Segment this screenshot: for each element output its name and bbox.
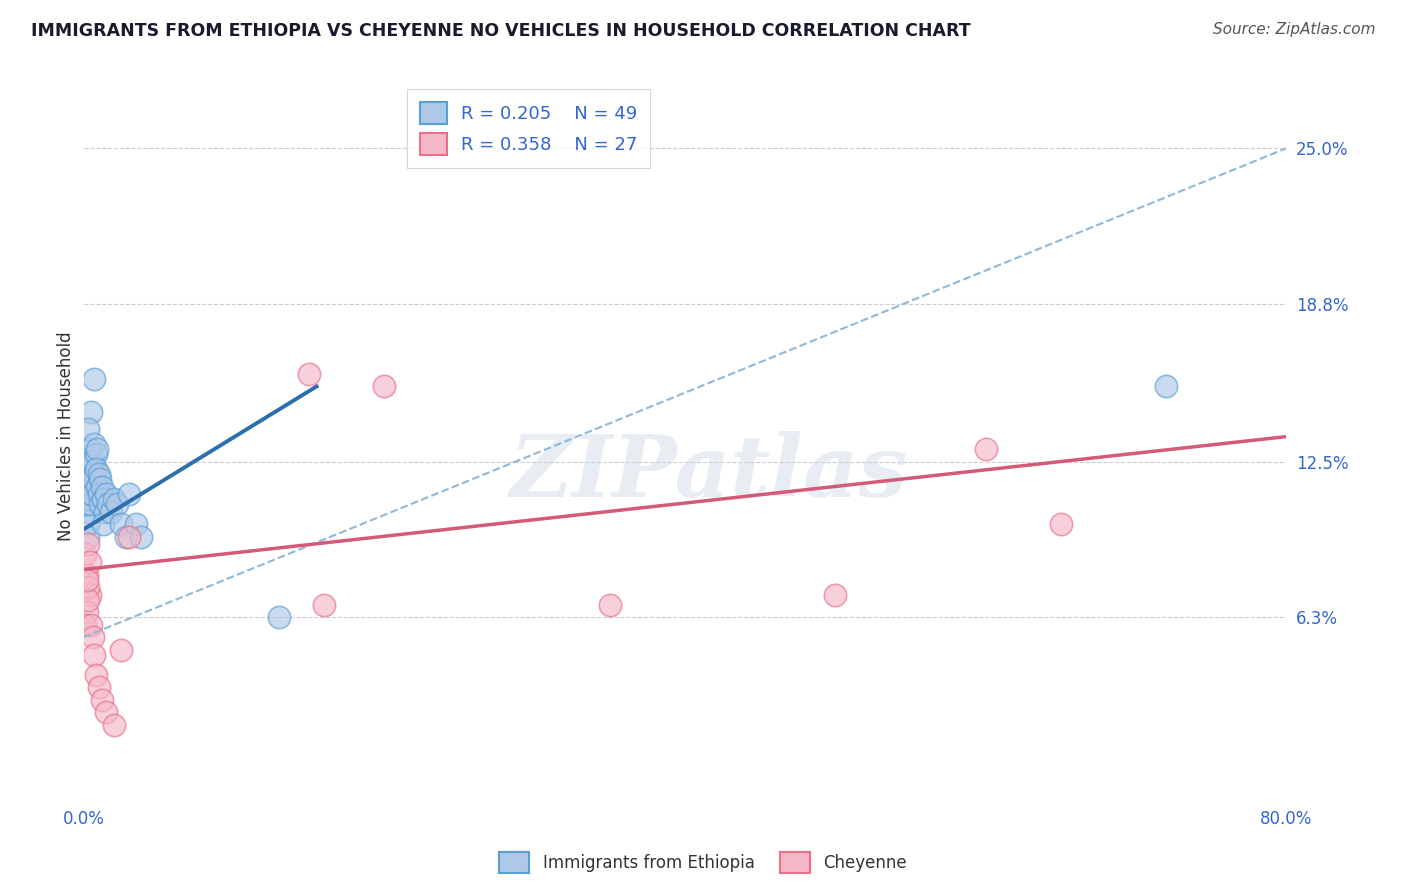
Point (125, 517, 148, 532)
Point (82, 630, 104, 644)
Point (79, 455, 101, 469)
Point (84, 447, 107, 461)
Text: Source: ZipAtlas.com: Source: ZipAtlas.com (1212, 22, 1375, 37)
Point (103, 492, 125, 507)
Point (599, 598, 621, 612)
Point (73, 472, 96, 486)
Point (117, 530, 139, 544)
Point (79, 588, 101, 602)
Point (267, 610, 290, 624)
Point (76, 487, 98, 501)
Point (97, 497, 120, 511)
Point (100, 505, 122, 519)
Point (80, 480, 103, 494)
Text: IMMIGRANTS FROM ETHIOPIA VS CHEYENNE NO VEHICLES IN HOUSEHOLD CORRELATION CHART: IMMIGRANTS FROM ETHIOPIA VS CHEYENNE NO … (31, 22, 970, 40)
Point (79, 467, 101, 482)
Point (83, 437, 105, 451)
Point (824, 588, 846, 602)
Point (87, 681, 110, 695)
Point (103, 718, 125, 732)
Point (76, 480, 98, 494)
Point (93, 505, 115, 519)
Point (77, 537, 100, 551)
Point (94, 706, 117, 720)
Point (77, 530, 100, 544)
Point (129, 530, 152, 544)
Point (83, 648, 105, 662)
Point (82, 455, 104, 469)
Point (84, 462, 107, 476)
Legend: Immigrants from Ethiopia, Cheyenne: Immigrants from Ethiopia, Cheyenne (492, 846, 914, 880)
Point (373, 379, 395, 393)
Point (80, 404, 103, 418)
Point (80, 617, 103, 632)
Point (82, 472, 104, 486)
Point (90, 480, 112, 494)
Point (77, 580, 100, 594)
Point (76, 573, 98, 587)
Point (73, 497, 96, 511)
Point (86, 442, 108, 457)
Point (87, 467, 110, 482)
Point (1154, 379, 1177, 393)
Point (314, 598, 336, 612)
Point (76, 492, 98, 507)
Point (89, 472, 111, 486)
Point (77, 505, 100, 519)
Point (77, 422, 100, 436)
Point (83, 372, 105, 386)
Point (83, 467, 105, 482)
Point (77, 517, 100, 532)
Point (86, 480, 108, 494)
Point (117, 487, 139, 501)
Point (79, 442, 101, 457)
Point (114, 530, 136, 544)
Point (79, 555, 101, 569)
Text: ZIPatlas: ZIPatlas (510, 431, 908, 515)
Point (77, 592, 100, 607)
Point (110, 642, 132, 657)
Legend: R = 0.205    N = 49, R = 0.358    N = 27: R = 0.205 N = 49, R = 0.358 N = 27 (406, 89, 650, 168)
Point (76, 605, 98, 619)
Point (73, 548, 96, 562)
Point (110, 517, 132, 532)
Point (79, 497, 101, 511)
Point (80, 487, 103, 501)
Point (84, 668, 107, 682)
Point (298, 367, 321, 381)
Point (90, 693, 112, 707)
Point (1050, 517, 1073, 532)
Point (94, 487, 117, 501)
Point (974, 442, 997, 457)
Point (82, 467, 104, 482)
Point (91, 492, 114, 507)
Point (79, 455, 101, 469)
Point (105, 497, 128, 511)
Point (80, 487, 103, 501)
Point (76, 567, 98, 582)
Point (89, 497, 111, 511)
Y-axis label: No Vehicles in Household: No Vehicles in Household (58, 332, 75, 541)
Point (73, 617, 96, 632)
Point (87, 487, 110, 501)
Point (82, 472, 104, 486)
Point (91, 517, 114, 532)
